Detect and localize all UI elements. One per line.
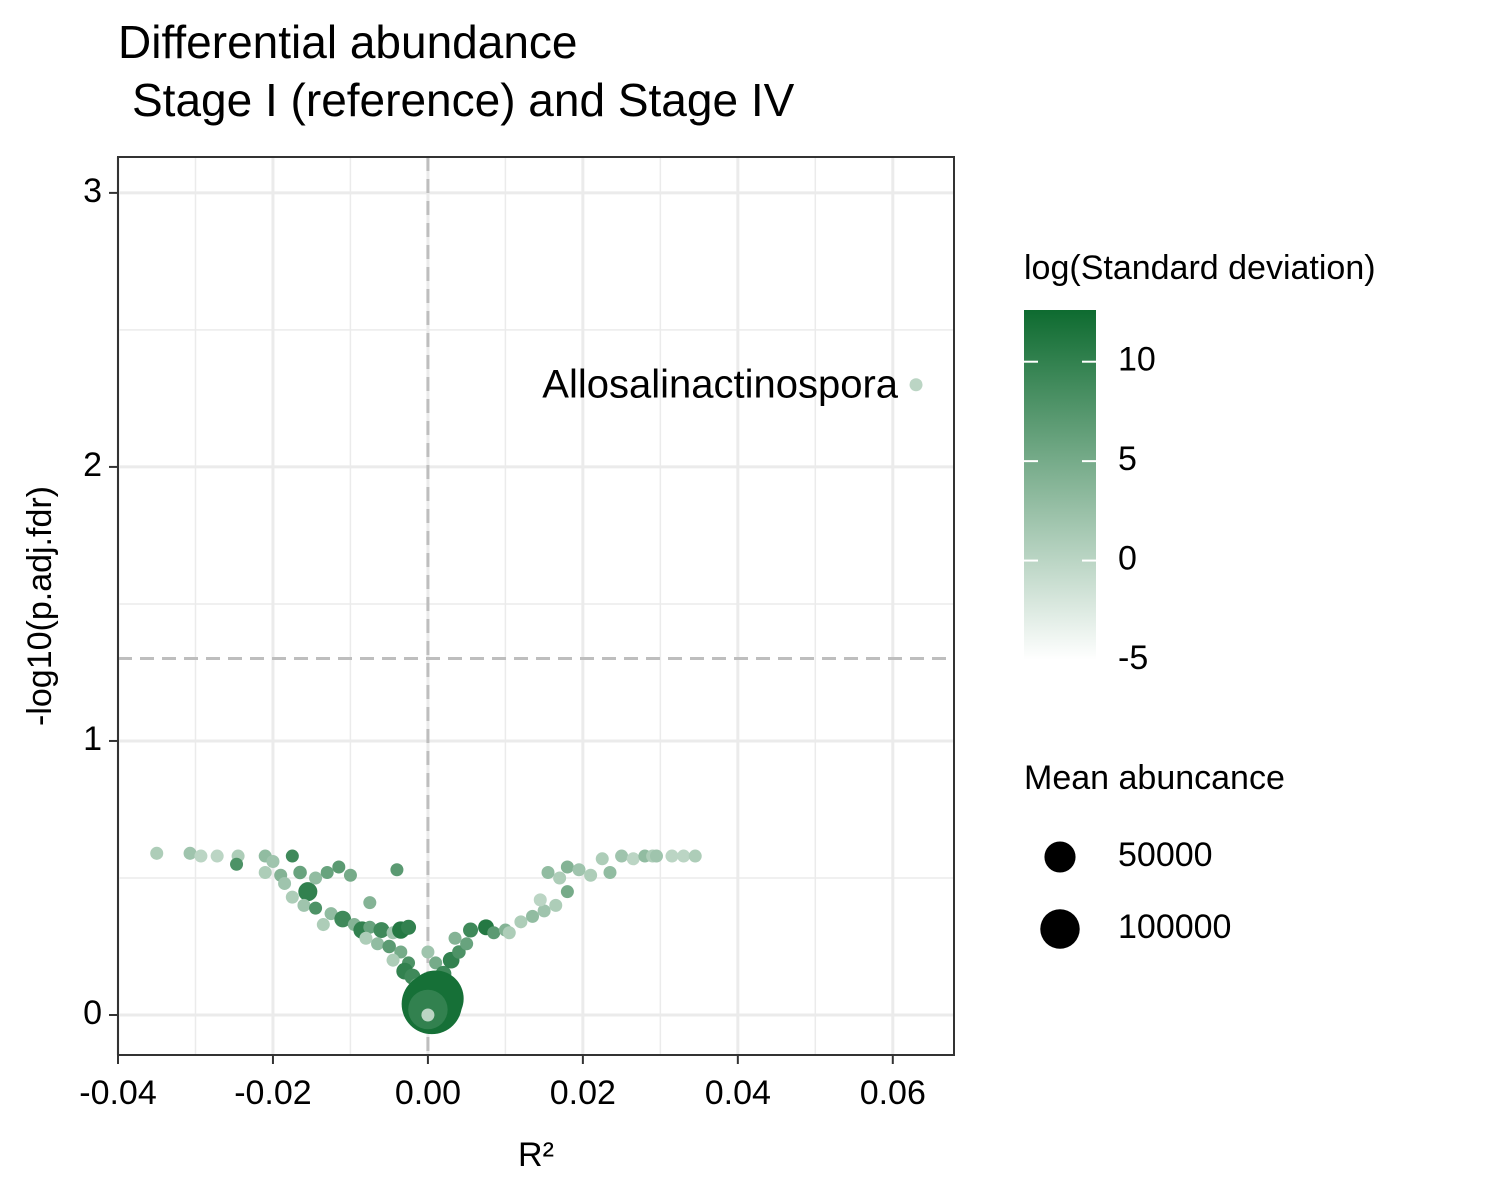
point [560, 860, 574, 874]
point [285, 849, 299, 863]
point [150, 846, 164, 860]
point [533, 893, 547, 907]
legend-label: 50000 [1118, 836, 1213, 874]
point [514, 915, 528, 929]
x-tick-label: 0.00 [395, 1074, 461, 1112]
point [460, 937, 474, 951]
x-tick-label: -0.04 [79, 1074, 157, 1112]
point [297, 898, 311, 912]
point [359, 931, 373, 945]
x-tick-label: 0.06 [860, 1074, 926, 1112]
point [363, 896, 377, 910]
point [615, 849, 629, 863]
y-tick-label: 2 [83, 446, 102, 484]
point [334, 910, 352, 928]
point [421, 1008, 435, 1022]
point [343, 868, 357, 882]
y-axis-label: -log10(p.adj.fdr) [21, 486, 59, 726]
point [266, 855, 280, 869]
point [595, 852, 609, 866]
point [463, 922, 479, 938]
point [452, 945, 466, 959]
legend-label: -5 [1118, 639, 1148, 677]
x-axis-label: R² [518, 1136, 554, 1174]
point [278, 876, 292, 890]
legend-title: Mean abuncance [1024, 759, 1285, 797]
point [665, 849, 679, 863]
panel-border [117, 156, 955, 1056]
point [584, 868, 598, 882]
point [649, 849, 663, 863]
y-tick-label: 1 [83, 720, 102, 758]
point [320, 865, 334, 880]
legend-label: 100000 [1118, 908, 1231, 946]
point [688, 849, 702, 863]
x-tick-label: 0.02 [550, 1074, 616, 1112]
point [230, 857, 244, 871]
chart-title: Stage I (reference) and Stage IV [132, 74, 795, 126]
point [309, 901, 323, 915]
point [448, 931, 462, 945]
point [371, 937, 385, 951]
x-tick-label: -0.02 [234, 1074, 312, 1112]
point [541, 865, 555, 880]
point [373, 922, 390, 939]
point [626, 852, 640, 866]
point [316, 918, 330, 932]
point [285, 890, 299, 904]
y-tick-label: 0 [83, 994, 102, 1032]
point [382, 939, 396, 954]
point [401, 919, 417, 935]
point [429, 956, 443, 970]
point [502, 926, 516, 940]
point [386, 953, 400, 967]
point [537, 904, 551, 918]
point [194, 849, 208, 863]
y-tick-label: 3 [83, 172, 102, 210]
x-tick-label: 0.04 [705, 1074, 771, 1112]
point [363, 920, 377, 934]
point [603, 865, 617, 880]
legend-label: 5 [1118, 440, 1137, 478]
point [560, 885, 574, 899]
point [390, 863, 404, 877]
point [183, 846, 197, 860]
chart-title: Differential abundance [118, 16, 577, 68]
legend-title: log(Standard deviation) [1024, 249, 1376, 287]
point [324, 907, 338, 921]
legend-label: 10 [1118, 341, 1156, 379]
colorbar [1024, 310, 1096, 660]
annotation: Allosalinactinospora [542, 362, 899, 406]
legend-label: 0 [1118, 540, 1137, 578]
point [258, 865, 272, 880]
legend-key [1044, 841, 1076, 873]
point [572, 863, 586, 877]
point [549, 898, 563, 912]
point [298, 882, 318, 902]
point [210, 849, 224, 863]
point [487, 926, 501, 940]
legend-key [1040, 909, 1080, 949]
point [332, 860, 346, 874]
point [421, 945, 435, 959]
point [309, 871, 323, 885]
point [677, 849, 691, 863]
point [293, 865, 307, 880]
point [394, 945, 408, 959]
point [909, 378, 923, 392]
point [553, 871, 567, 885]
point [526, 909, 540, 923]
